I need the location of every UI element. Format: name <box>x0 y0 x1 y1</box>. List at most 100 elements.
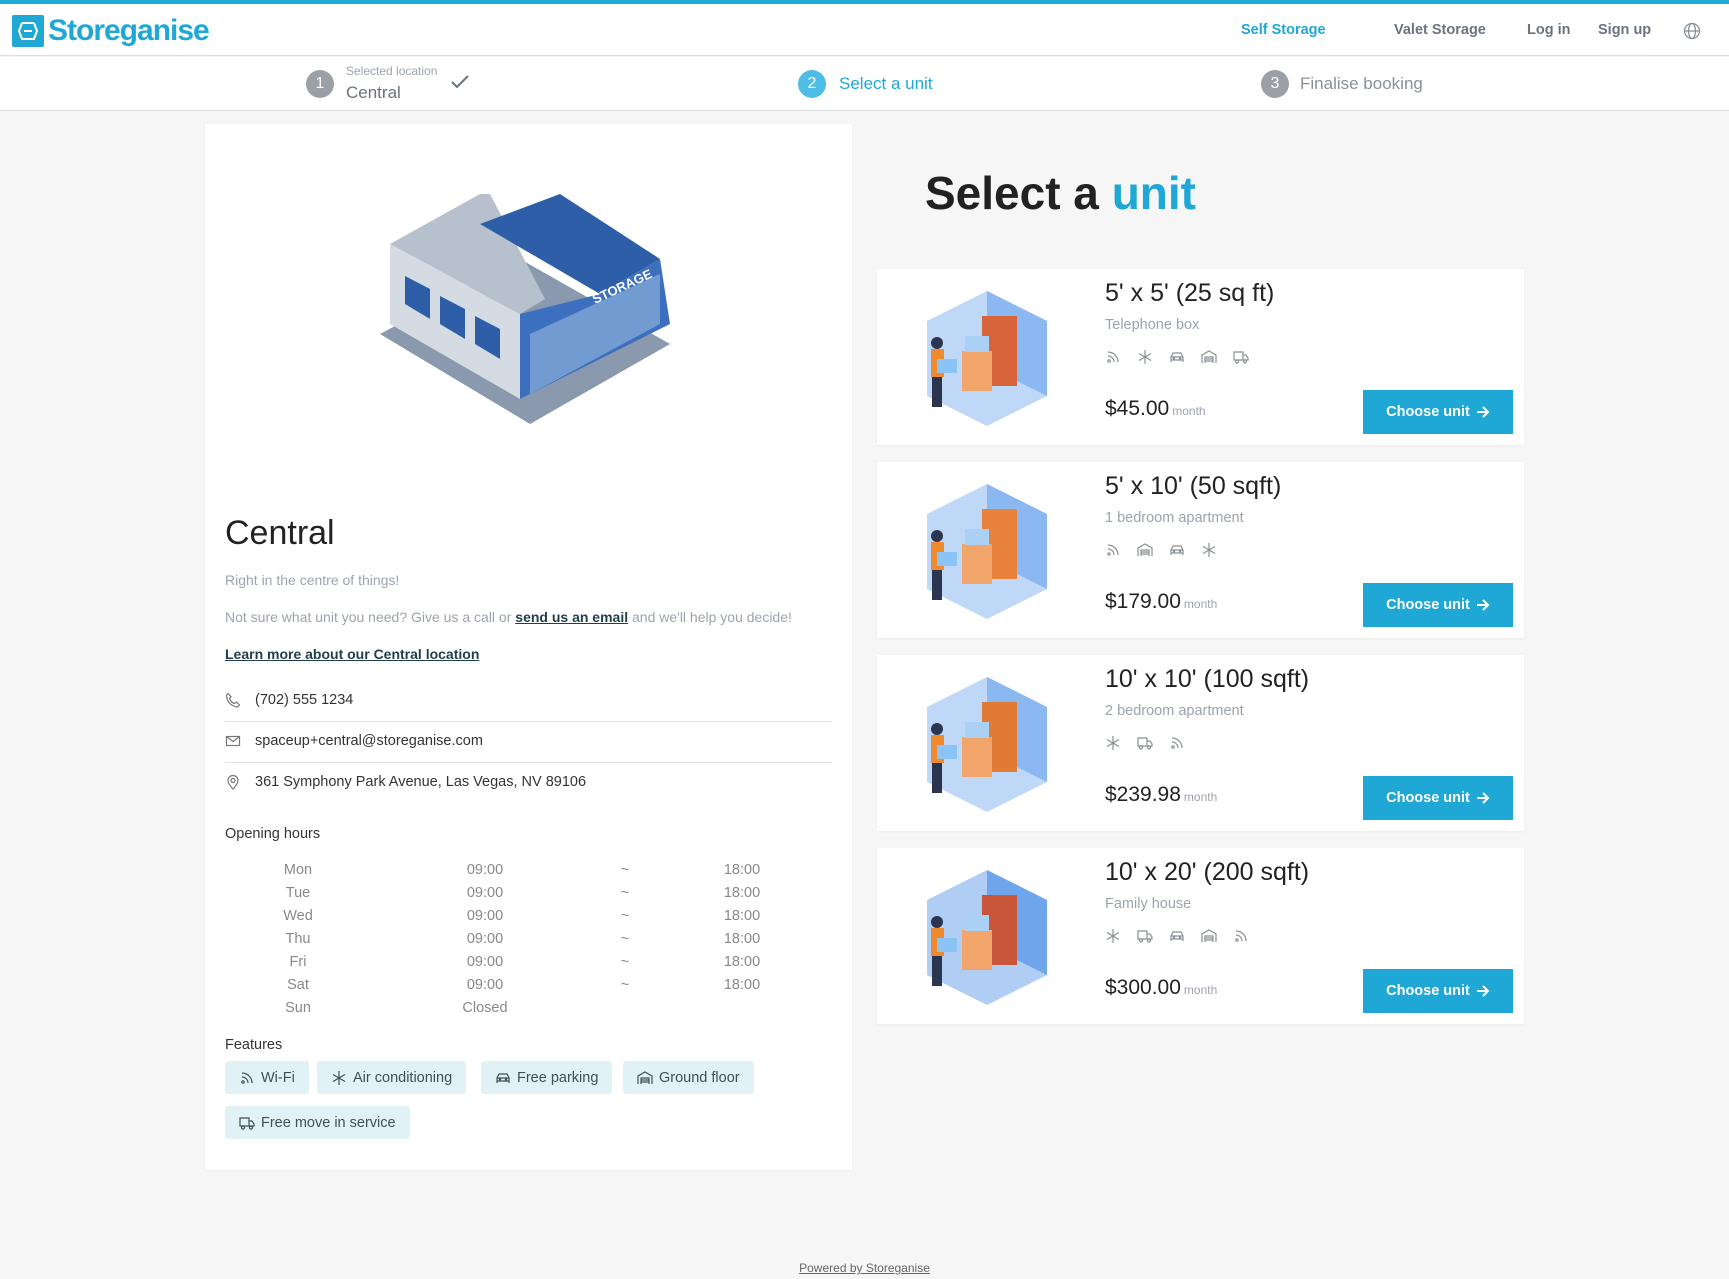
unit-illustration <box>907 281 1067 431</box>
step-3-number: 3 <box>1261 70 1289 98</box>
feature-label: Free parking <box>517 1069 599 1086</box>
help-suffix: and we'll help you decide! <box>628 609 792 625</box>
unit-card: 10' x 20' (200 sqft) Family house $300.0… <box>877 848 1524 1024</box>
hours-row: Thu 09:00 ~ 18:00 <box>205 931 852 951</box>
garage-icon <box>1201 928 1217 944</box>
map-pin-icon <box>225 774 241 790</box>
price-value: $179.00 <box>1105 590 1181 613</box>
arrow-right-icon <box>1476 405 1490 419</box>
garage-icon <box>637 1070 653 1086</box>
divider <box>225 721 832 722</box>
nav-signup[interactable]: Sign up <box>1598 22 1652 38</box>
nav-self-storage[interactable]: Self Storage <box>1241 22 1326 38</box>
feature-label: Free move in service <box>261 1114 396 1131</box>
step-3-label: Finalise booking <box>1300 74 1423 93</box>
price-value: $239.98 <box>1105 783 1181 806</box>
choose-unit-button[interactable]: Choose unit <box>1363 583 1513 627</box>
step-2-number: 2 <box>798 70 826 98</box>
unit-subtitle: 1 bedroom apartment <box>1105 510 1244 526</box>
hours-open: 09:00 <box>466 908 504 924</box>
hours-open: 09:00 <box>466 885 504 901</box>
hours-day: Fri <box>289 954 307 970</box>
unit-price: $300.00 month <box>1105 976 1217 1000</box>
choose-unit-button[interactable]: Choose unit <box>1363 390 1513 434</box>
step-2-label: Select a unit <box>839 74 933 93</box>
unit-subtitle: 2 bedroom apartment <box>1105 703 1244 719</box>
wifi-icon <box>1233 928 1249 944</box>
check-icon <box>450 73 470 91</box>
send-email-link[interactable]: send us an email <box>515 609 629 625</box>
unit-features <box>1105 928 1249 944</box>
feature-label: Ground floor <box>659 1069 740 1086</box>
hours-open: 09:00 <box>466 954 504 970</box>
powered-by-link[interactable]: Powered by Storeganise <box>799 1261 930 1275</box>
phone-row[interactable]: (702) 555 1234 <box>225 692 832 708</box>
choose-unit-button[interactable]: Choose unit <box>1363 776 1513 820</box>
unit-card: 5' x 5' (25 sq ft) Telephone box $45.00 m… <box>877 269 1524 445</box>
hours-row: Fri 09:00 ~ 18:00 <box>205 954 852 974</box>
divider <box>225 762 832 763</box>
hours-close: 18:00 <box>723 885 761 901</box>
snowflake-icon <box>1105 735 1121 751</box>
snowflake-icon <box>1201 542 1217 558</box>
title-accent: unit <box>1111 167 1196 219</box>
hours-separator: ~ <box>620 885 630 901</box>
unit-subtitle: Family house <box>1105 896 1192 912</box>
top-accent-bar <box>0 0 1729 4</box>
help-prefix: Not sure what unit you need? Give us a c… <box>225 609 516 625</box>
wifi-icon <box>1105 542 1121 558</box>
unit-card: 10' x 10' (100 sqft) 2 bedroom apartment… <box>877 655 1524 831</box>
header: Storeganise Self Storage Valet Storage L… <box>0 4 1729 56</box>
unit-price: $239.98 month <box>1105 783 1217 807</box>
choose-unit-label: Choose unit <box>1386 597 1470 613</box>
help-text: Not sure what unit you need? Give us a c… <box>225 609 792 625</box>
unit-features <box>1105 542 1217 558</box>
feature-chip: Wi-Fi <box>225 1061 309 1094</box>
email-row[interactable]: spaceup+central@storeganise.com <box>225 733 832 749</box>
unit-price: $179.00 month <box>1105 590 1217 614</box>
hours-row: Wed 09:00 ~ 18:00 <box>205 908 852 928</box>
garage-icon <box>1137 542 1153 558</box>
snowflake-icon <box>1105 928 1121 944</box>
step-1-label[interactable]: Central <box>346 83 401 102</box>
location-name: Central <box>225 514 335 552</box>
building-illustration: STORAGE <box>370 184 690 454</box>
logo[interactable]: Storeganise <box>12 14 210 48</box>
hours-day: Sat <box>287 977 309 993</box>
unit-features <box>1105 349 1249 365</box>
booking-steps: 1 Selected location Central 2 Select a u… <box>0 57 1729 111</box>
learn-more-link[interactable]: Learn more about our Central location <box>225 646 480 662</box>
car-icon <box>1169 349 1185 365</box>
nav-valet-storage[interactable]: Valet Storage <box>1394 22 1486 38</box>
hours-close: 18:00 <box>723 954 761 970</box>
logo-icon <box>12 15 44 47</box>
globe-icon[interactable] <box>1683 22 1701 40</box>
arrow-right-icon <box>1476 984 1490 998</box>
hours-day: Mon <box>283 862 313 878</box>
truck-icon <box>239 1115 255 1131</box>
snowflake-icon <box>331 1070 347 1086</box>
feature-chip: Free parking <box>481 1061 613 1094</box>
hours-day: Sun <box>285 1000 311 1016</box>
unit-subtitle: Telephone box <box>1105 317 1200 333</box>
choose-unit-label: Choose unit <box>1386 983 1470 999</box>
arrow-right-icon <box>1476 791 1490 805</box>
price-period: month <box>1183 597 1218 611</box>
step-1-caption: Selected location <box>346 64 438 78</box>
feature-label: Air conditioning <box>353 1069 453 1086</box>
hours-row: Tue 09:00 ~ 18:00 <box>205 885 852 905</box>
hours-row: Mon 09:00 ~ 18:00 <box>205 862 852 882</box>
price-value: $45.00 <box>1105 397 1170 420</box>
unit-title: 10' x 10' (100 sqft) <box>1105 665 1310 693</box>
hours-row: Sat 09:00 ~ 18:00 <box>205 977 852 997</box>
hours-row: Sun Closed <box>205 1000 852 1020</box>
price-value: $300.00 <box>1105 976 1181 999</box>
phone-icon <box>225 692 241 708</box>
truck-icon <box>1137 735 1153 751</box>
price-period: month <box>1172 404 1206 418</box>
nav-login[interactable]: Log in <box>1527 22 1571 38</box>
truck-icon <box>1137 928 1153 944</box>
choose-unit-button[interactable]: Choose unit <box>1363 969 1513 1013</box>
unit-illustration <box>907 667 1067 817</box>
address-row: 361 Symphony Park Avenue, Las Vegas, NV … <box>225 774 832 790</box>
